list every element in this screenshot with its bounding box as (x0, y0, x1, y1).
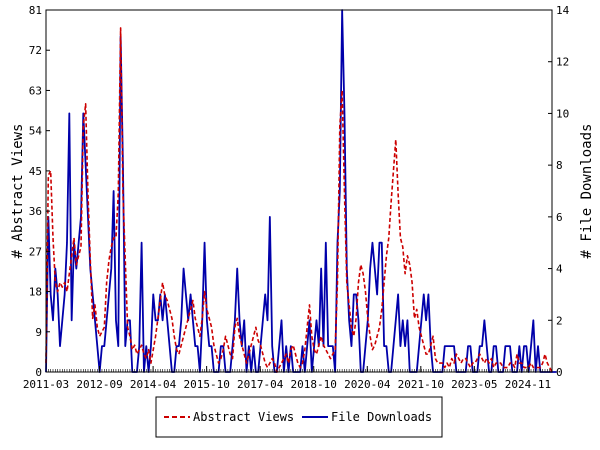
x-tick-label: 2017-04 (237, 378, 284, 391)
plot-frame (45, 9, 553, 373)
x-tick-label: 2024-11 (505, 378, 551, 391)
x-tick-label: 2011-03 (23, 378, 69, 391)
series-line-abstract-views (45, 27, 553, 373)
x-tick-label: 2023-05 (451, 378, 497, 391)
plot-layer (45, 9, 557, 373)
y-right-tick-label: 14 (556, 4, 570, 17)
y-right-tick-label: 8 (556, 159, 563, 172)
y-left-tick-label: 0 (35, 366, 42, 379)
y-right-tick-label: 4 (556, 263, 563, 276)
x-tick-label: 2020-04 (344, 378, 391, 391)
y-left-tick-label: 18 (29, 286, 42, 299)
y-left-tick-label: 27 (29, 245, 42, 258)
y-axis-label-left: # Abstract Views (10, 124, 26, 259)
y-right-tick-label: 0 (556, 366, 563, 379)
y-left-tick-label: 54 (29, 125, 43, 138)
x-tick-label: 2015-10 (183, 378, 229, 391)
y-right-tick-label: 12 (556, 56, 569, 69)
legend: Abstract Views File Downloads (155, 396, 443, 438)
y-left-ticks: 0 9 18 27 36 45 54 63 72 81 (29, 4, 50, 379)
x-tick-label: 2021-10 (398, 378, 444, 391)
x-minor-ticks (45, 369, 553, 372)
y-right-ticks: 0 2 4 6 8 10 12 14 (548, 4, 570, 379)
y-right-tick-label: 2 (556, 314, 563, 327)
x-tick-label: 2014-04 (130, 378, 177, 391)
x-ticks: 2011-03 2012-09 2014-04 2015-10 2017-04 2018-… (23, 366, 551, 391)
y-left-tick-label: 9 (35, 326, 42, 339)
y-left-tick-label: 63 (29, 84, 42, 97)
y-left-tick-label: 45 (29, 165, 42, 178)
y-left-tick-label: 81 (29, 4, 42, 17)
y-axis-label-right: # File Downloads (579, 124, 595, 259)
y-right-tick-label: 6 (556, 211, 563, 224)
legend-label-file-downloads: File Downloads (331, 410, 432, 424)
x-tick-label: 2012-09 (76, 378, 122, 391)
legend-label-abstract-views: Abstract Views (193, 410, 294, 424)
y-left-tick-label: 36 (29, 205, 42, 218)
y-left-tick-label: 72 (29, 44, 42, 57)
x-tick-label: 2018-10 (291, 378, 337, 391)
legend-box (155, 396, 443, 438)
y-right-tick-label: 10 (556, 107, 569, 120)
